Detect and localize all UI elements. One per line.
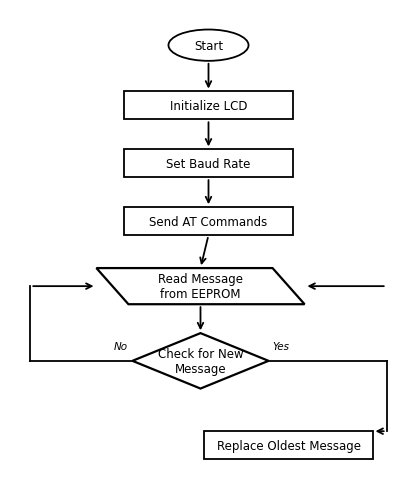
Text: Start: Start	[194, 40, 223, 53]
Bar	[124, 92, 293, 120]
Text: Replace Oldest Message: Replace Oldest Message	[216, 439, 361, 452]
Text: Send AT Commands: Send AT Commands	[149, 215, 268, 228]
Polygon shape	[133, 334, 269, 389]
Bar	[124, 208, 293, 235]
Text: Check for New
Message: Check for New Message	[158, 347, 243, 375]
Text: Yes: Yes	[272, 342, 289, 352]
Text: Read Message
from EEPROM: Read Message from EEPROM	[158, 273, 243, 301]
Text: No: No	[113, 342, 128, 352]
Polygon shape	[96, 269, 304, 305]
Text: Set Baud Rate: Set Baud Rate	[166, 157, 251, 170]
Bar	[124, 150, 293, 178]
Ellipse shape	[168, 31, 249, 62]
Text: Initialize LCD: Initialize LCD	[170, 100, 247, 113]
Bar	[204, 431, 373, 459]
